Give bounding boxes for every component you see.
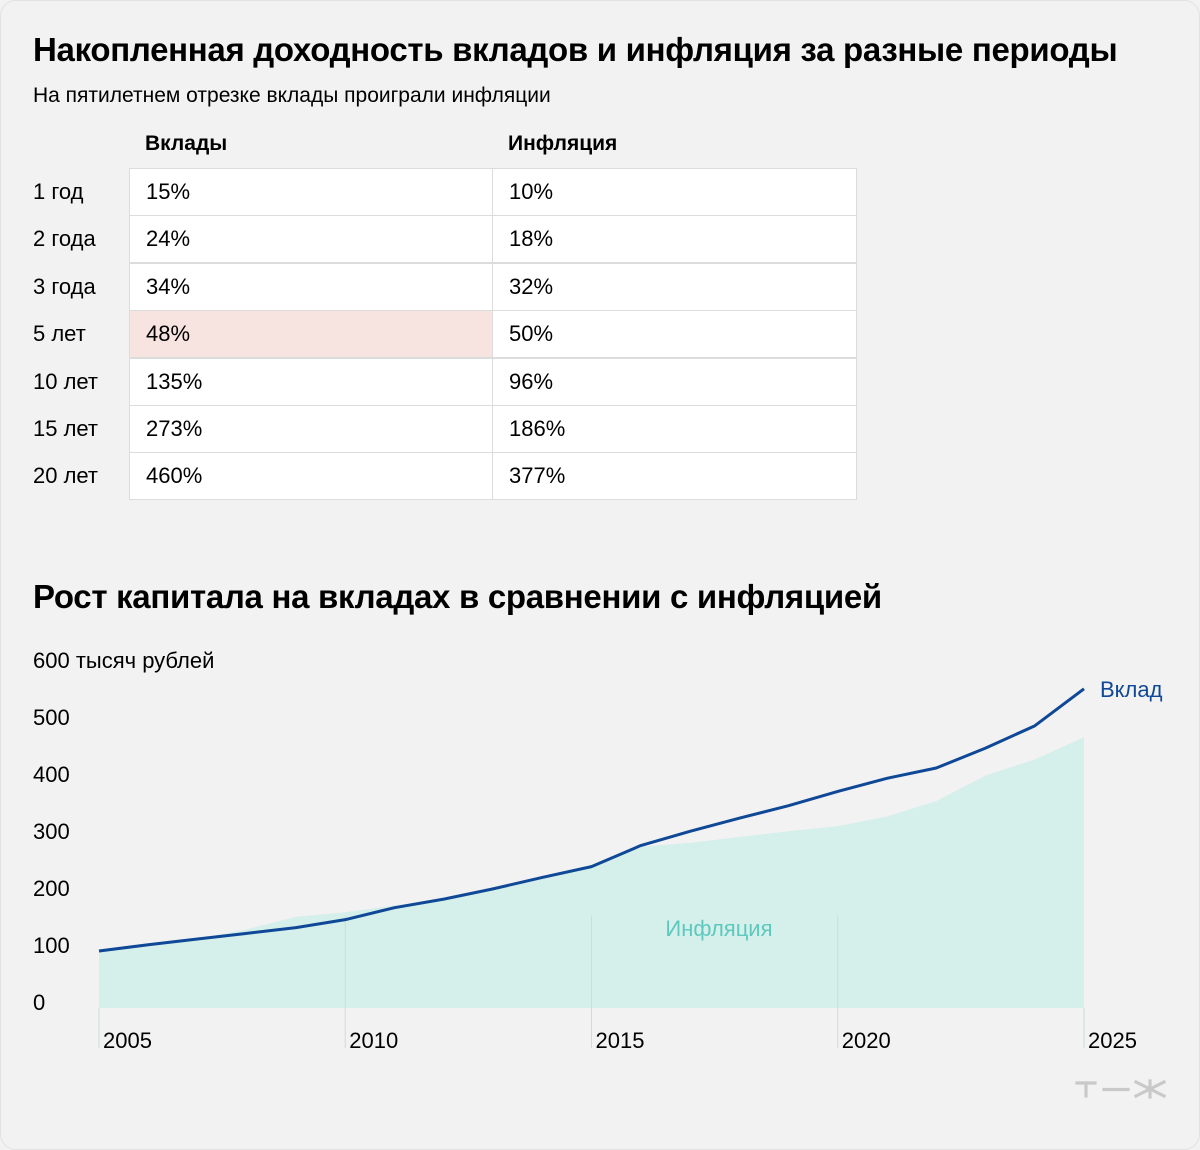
tzh-logo-icon xyxy=(1075,1079,1167,1099)
series-label-inflation: Инфляция xyxy=(665,916,772,941)
cell-inflation: 377% xyxy=(492,452,857,500)
x-tick-label: 2020 xyxy=(842,1028,891,1053)
cell-deposits: 34% xyxy=(129,263,493,311)
cell-deposits: 48% xyxy=(129,310,493,358)
cell-inflation: 50% xyxy=(492,310,857,358)
chart-title: Рост капитала на вкладах в сравнении с и… xyxy=(33,578,882,615)
cell-deposits: 24% xyxy=(129,215,493,263)
deposit-line xyxy=(98,687,1085,953)
row-period-label: 1 год xyxy=(33,179,84,204)
column-header-deposits: Вклады xyxy=(145,132,228,155)
y-tick-label: 200 xyxy=(33,876,70,901)
series-label-deposit: Вклад xyxy=(1100,677,1163,702)
row-period-label: 3 года xyxy=(33,274,96,299)
table-subtitle: На пятилетнем отрезке вклады проиграли и… xyxy=(33,84,551,107)
x-tick-label: 2025 xyxy=(1088,1028,1137,1053)
row-period-label: 15 лет xyxy=(33,416,99,441)
y-tick-label: 300 xyxy=(33,819,70,844)
x-tick-label: 2015 xyxy=(596,1028,645,1053)
cell-deposits: 135% xyxy=(129,358,493,406)
table-title: Накопленная доходность вкладов и инфляци… xyxy=(33,31,1118,68)
y-tick-label: 0 xyxy=(33,990,45,1015)
cell-inflation: 10% xyxy=(492,168,857,216)
y-axis-label: 600 тысяч рублей xyxy=(33,648,214,673)
cell-inflation: 186% xyxy=(492,405,857,453)
x-tick-label: 2010 xyxy=(349,1028,398,1053)
y-tick-label: 400 xyxy=(33,762,70,787)
cell-deposits: 460% xyxy=(129,452,493,500)
y-tick-label: 500 xyxy=(33,705,70,730)
cell-inflation: 18% xyxy=(492,215,857,263)
row-period-label: 5 лет xyxy=(33,321,86,346)
row-period-label: 2 года xyxy=(33,226,96,251)
cell-deposits: 15% xyxy=(129,168,493,216)
cell-inflation: 96% xyxy=(492,358,857,406)
y-tick-label: 100 xyxy=(33,933,70,958)
x-tick-label: 2005 xyxy=(103,1028,152,1053)
row-period-label: 20 лет xyxy=(33,463,99,488)
column-header-inflation: Инфляция xyxy=(508,132,618,155)
row-period-label: 10 лет xyxy=(33,369,99,394)
